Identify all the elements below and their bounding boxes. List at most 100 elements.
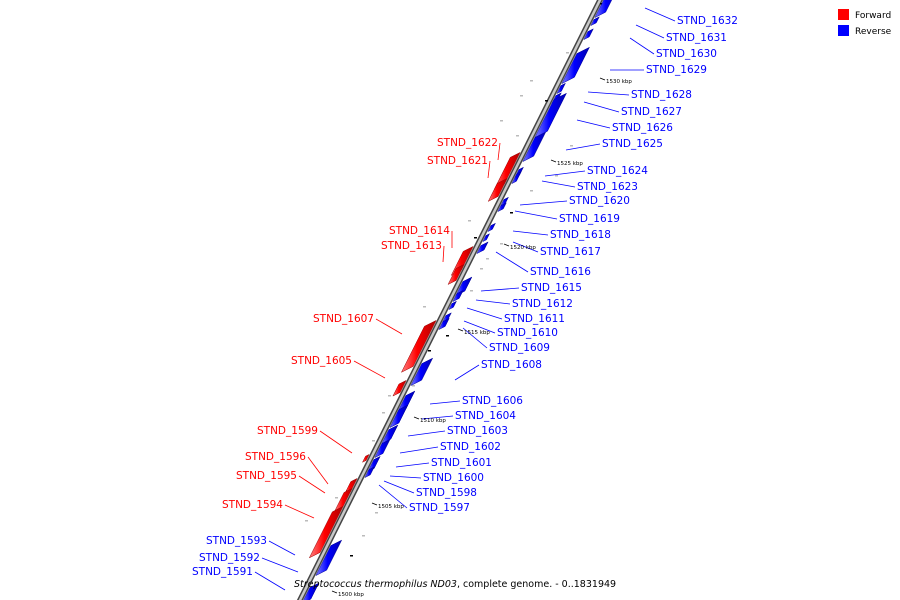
feature-mark xyxy=(486,258,489,260)
gene-label-STND_1610: STND_1610 xyxy=(497,327,558,339)
gene-label-STND_1599: STND_1599 xyxy=(257,425,318,437)
gene-label-STND_1597: STND_1597 xyxy=(409,502,470,514)
backbone-highlight xyxy=(298,0,602,600)
gene-label-STND_1618: STND_1618 xyxy=(550,229,611,241)
leader-line xyxy=(268,540,296,556)
gene-label-STND_1621: STND_1621 xyxy=(427,155,488,167)
feature-mark xyxy=(545,100,548,102)
feature-mark xyxy=(372,440,375,442)
gene-label-STND_1614: STND_1614 xyxy=(389,225,450,237)
feature-mark xyxy=(362,535,365,537)
gene-label-STND_1616: STND_1616 xyxy=(530,266,591,278)
gene-label-STND_1593: STND_1593 xyxy=(206,535,267,547)
scale-tick-mark xyxy=(413,416,420,420)
leader-line xyxy=(389,475,422,479)
leader-line xyxy=(463,320,496,334)
feature-mark xyxy=(305,520,308,522)
feature-mark xyxy=(474,237,477,239)
gene-STND_1623 xyxy=(511,170,522,185)
scale-tick-label: 1520 kbp xyxy=(510,245,536,251)
label-leader-lines xyxy=(254,7,676,591)
gene-STND_1605 xyxy=(392,379,407,397)
gene-label-STND_1602: STND_1602 xyxy=(440,441,501,453)
gene-label-STND_1606: STND_1606 xyxy=(462,395,523,407)
gene-label-STND_1630: STND_1630 xyxy=(656,48,717,60)
leader-line xyxy=(298,475,326,494)
scale-tick-label: 1510 kbp xyxy=(420,418,446,424)
gene-STND_1599 xyxy=(361,453,370,463)
leader-line xyxy=(395,462,430,468)
gene-label-STND_1628: STND_1628 xyxy=(631,89,692,101)
gene-STND_1628 xyxy=(556,82,566,95)
leader-line xyxy=(319,430,353,454)
gene-STND_1626 xyxy=(534,92,568,139)
feature-mark xyxy=(382,412,385,414)
legend-forward-swatch xyxy=(838,9,849,20)
leader-line xyxy=(475,299,511,305)
gene-label-STND_1612: STND_1612 xyxy=(512,298,573,310)
leader-line xyxy=(635,24,665,39)
leader-line xyxy=(261,557,299,573)
feature-mark xyxy=(468,220,471,222)
feature-mark xyxy=(446,335,449,337)
leader-line xyxy=(421,415,454,420)
gene-STND_1590 xyxy=(303,582,320,600)
gene-label-STND_1617: STND_1617 xyxy=(540,246,601,258)
feature-mark xyxy=(423,306,426,308)
feature-mark xyxy=(428,350,431,352)
gene-STND_1621 xyxy=(487,177,508,202)
gene-STND_1616 xyxy=(476,241,489,255)
feature-mark xyxy=(375,512,378,514)
leader-line xyxy=(307,456,329,485)
gene-STND_1630 xyxy=(583,28,594,41)
legend-forward-label: Forward xyxy=(855,11,891,21)
scale-tick-label: 1515 kbp xyxy=(464,330,490,336)
feature-mark xyxy=(600,3,603,5)
gene-label-STND_1598: STND_1598 xyxy=(416,487,477,499)
gene-STND_1617 xyxy=(482,233,491,243)
gene-STND_1631 xyxy=(590,16,600,27)
scale-tick-label: 1505 kbp xyxy=(378,504,404,510)
gene-STND_1609 xyxy=(438,317,450,331)
leader-line xyxy=(378,484,408,509)
feature-mark xyxy=(530,190,533,192)
feature-mark xyxy=(470,290,473,292)
leader-line xyxy=(466,307,503,320)
leader-line xyxy=(512,230,549,236)
gene-label-STND_1592: STND_1592 xyxy=(199,552,260,564)
gene-STND_1625 xyxy=(522,131,547,163)
gene-label-STND_1604: STND_1604 xyxy=(455,410,516,422)
leader-line xyxy=(583,101,620,113)
gene-label-STND_1622: STND_1622 xyxy=(437,137,498,149)
feature-mark xyxy=(335,497,338,499)
leader-line xyxy=(383,480,415,494)
leader-line xyxy=(497,142,501,161)
gene-label-STND_1625: STND_1625 xyxy=(602,138,663,150)
gene-features xyxy=(303,0,613,600)
caption-organism: Streptococcus thermophilus ND03 xyxy=(294,579,457,590)
gene-label-STND_1605: STND_1605 xyxy=(291,355,352,367)
leader-line xyxy=(429,400,461,405)
gene-STND_1601 xyxy=(367,455,381,473)
gene-label-STND_1631: STND_1631 xyxy=(666,32,727,44)
gene-label-STND_1608: STND_1608 xyxy=(481,359,542,371)
scale-ticks: 1530 kbp 1525 kbp 1520 kbp 1515 kbp 1510 kbp… xyxy=(331,77,632,598)
leader-line xyxy=(576,119,611,129)
leader-line xyxy=(375,318,403,335)
gene-label-STND_1591: STND_1591 xyxy=(192,566,253,578)
leader-line xyxy=(487,160,491,179)
feature-mark xyxy=(510,212,513,214)
leader-line xyxy=(353,360,386,379)
scale-tick-mark xyxy=(371,502,378,506)
gene-label-STND_1627: STND_1627 xyxy=(621,106,682,118)
gene-STND_1632 xyxy=(594,0,613,19)
leader-line xyxy=(587,91,630,96)
scale-tick-mark xyxy=(599,77,606,81)
gene-STND_1618 xyxy=(487,222,496,233)
gene-STND_1619 xyxy=(497,202,507,213)
legend-reverse-swatch xyxy=(838,25,849,36)
legend-reverse-label: Reverse xyxy=(855,27,892,37)
feature-mark xyxy=(555,175,558,177)
leader-line xyxy=(514,210,558,220)
